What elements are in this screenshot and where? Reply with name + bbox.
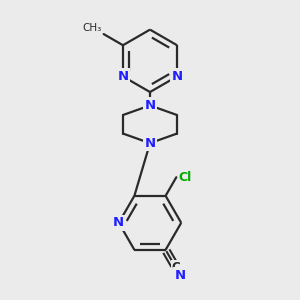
Text: C: C <box>172 261 180 274</box>
Text: N: N <box>113 216 124 229</box>
Text: CH₃: CH₃ <box>82 22 101 33</box>
Text: N: N <box>144 137 156 150</box>
Text: N: N <box>175 268 186 282</box>
Text: N: N <box>117 70 128 83</box>
Text: N: N <box>172 70 183 83</box>
Text: N: N <box>144 99 156 112</box>
Text: Cl: Cl <box>179 171 192 184</box>
